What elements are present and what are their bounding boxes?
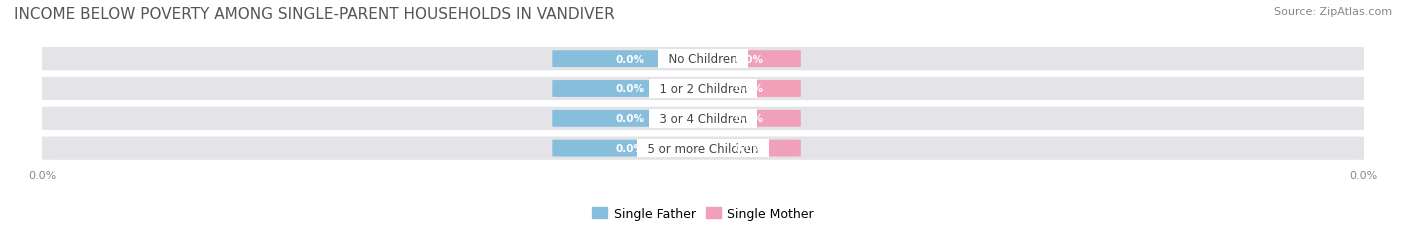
FancyBboxPatch shape (697, 81, 801, 97)
FancyBboxPatch shape (553, 51, 709, 68)
FancyBboxPatch shape (553, 110, 709, 127)
Text: No Children: No Children (661, 53, 745, 66)
FancyBboxPatch shape (39, 48, 1367, 71)
FancyBboxPatch shape (553, 140, 709, 157)
Text: 0.0%: 0.0% (616, 84, 645, 94)
FancyBboxPatch shape (39, 137, 1367, 160)
Text: 0.0%: 0.0% (735, 143, 763, 153)
Legend: Single Father, Single Mother: Single Father, Single Mother (588, 202, 818, 225)
FancyBboxPatch shape (697, 140, 801, 157)
Text: 0.0%: 0.0% (616, 143, 645, 153)
Text: 0.0%: 0.0% (735, 114, 763, 124)
Text: 0.0%: 0.0% (735, 55, 763, 64)
Text: 1 or 2 Children: 1 or 2 Children (651, 83, 755, 96)
Text: 0.0%: 0.0% (735, 84, 763, 94)
FancyBboxPatch shape (39, 107, 1367, 130)
FancyBboxPatch shape (553, 81, 709, 97)
Text: Source: ZipAtlas.com: Source: ZipAtlas.com (1274, 7, 1392, 17)
Text: 5 or more Children: 5 or more Children (640, 142, 766, 155)
Text: 0.0%: 0.0% (616, 55, 645, 64)
FancyBboxPatch shape (697, 51, 801, 68)
Text: 0.0%: 0.0% (616, 114, 645, 124)
FancyBboxPatch shape (697, 110, 801, 127)
Text: INCOME BELOW POVERTY AMONG SINGLE-PARENT HOUSEHOLDS IN VANDIVER: INCOME BELOW POVERTY AMONG SINGLE-PARENT… (14, 7, 614, 22)
FancyBboxPatch shape (39, 78, 1367, 101)
Text: 3 or 4 Children: 3 or 4 Children (651, 112, 755, 125)
